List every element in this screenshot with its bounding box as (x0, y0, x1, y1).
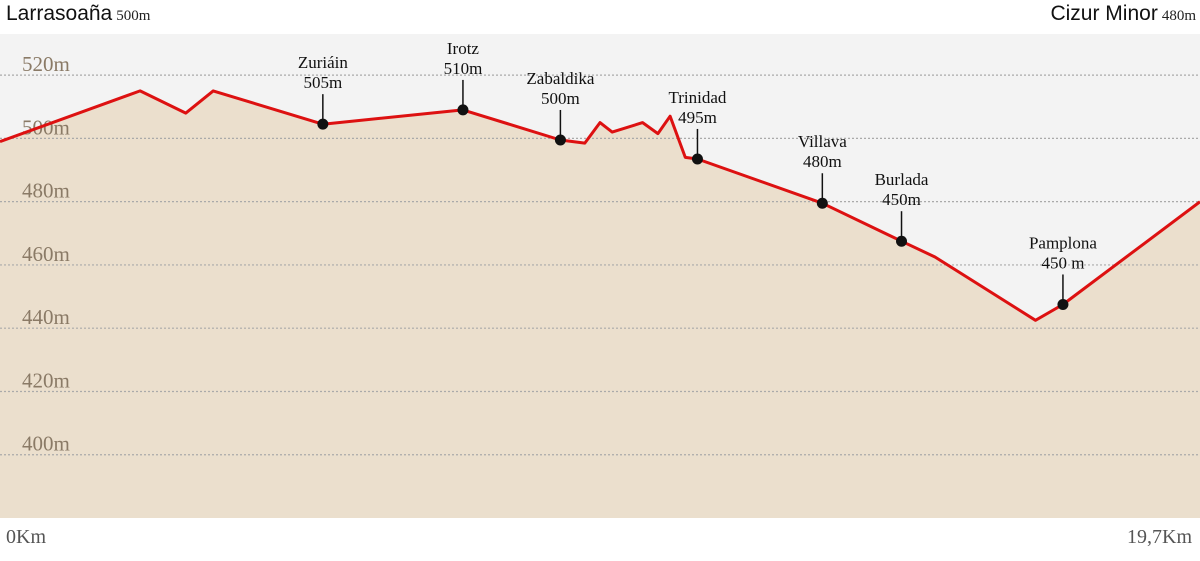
waypoint-marker (457, 104, 469, 116)
end-location: Cizur Minor 480m (1050, 2, 1196, 26)
waypoint-altitude: 505m (303, 73, 342, 92)
waypoint-marker (554, 134, 566, 146)
end-name: Cizur Minor (1050, 2, 1158, 25)
waypoint-marker (816, 197, 828, 209)
waypoint-name: Zabaldika (526, 69, 594, 88)
waypoint-name: Pamplona (1029, 233, 1097, 252)
waypoint-marker (896, 235, 908, 247)
waypoint-name: Villava (798, 132, 847, 151)
waypoint-name: Zuriáin (298, 53, 349, 72)
end-distance: 19,7Km (1127, 526, 1192, 548)
waypoint-altitude: 500m (541, 89, 580, 108)
y-tick-label: 520m (22, 52, 70, 76)
terrain-area (0, 90, 1200, 518)
y-tick-label: 400m (22, 432, 70, 456)
waypoint-altitude: 495m (678, 108, 717, 127)
end-altitude: 480m (1161, 8, 1196, 24)
waypoint-name: Burlada (875, 170, 929, 189)
waypoint-altitude: 450 m (1041, 253, 1084, 272)
waypoint-name: Trinidad (668, 88, 726, 107)
elevation-line (0, 89, 1200, 322)
start-name: Larrasoaña (6, 2, 113, 25)
y-tick-label: 480m (22, 179, 70, 203)
waypoint-altitude: 450m (882, 190, 921, 209)
waypoint-name: Irotz (447, 39, 480, 58)
y-tick-label: 440m (22, 305, 70, 329)
waypoint-marker (317, 118, 329, 130)
start-location: Larrasoaña 500m (6, 2, 150, 26)
waypoint-altitude: 480m (803, 152, 842, 171)
waypoint-marker (1057, 298, 1069, 310)
waypoint-altitude: 510m (444, 59, 483, 78)
y-tick-label: 420m (22, 368, 70, 392)
waypoint-marker (691, 153, 703, 165)
start-distance: 0Km (6, 526, 46, 548)
start-altitude: 500m (116, 8, 151, 24)
y-tick-label: 460m (22, 242, 70, 266)
